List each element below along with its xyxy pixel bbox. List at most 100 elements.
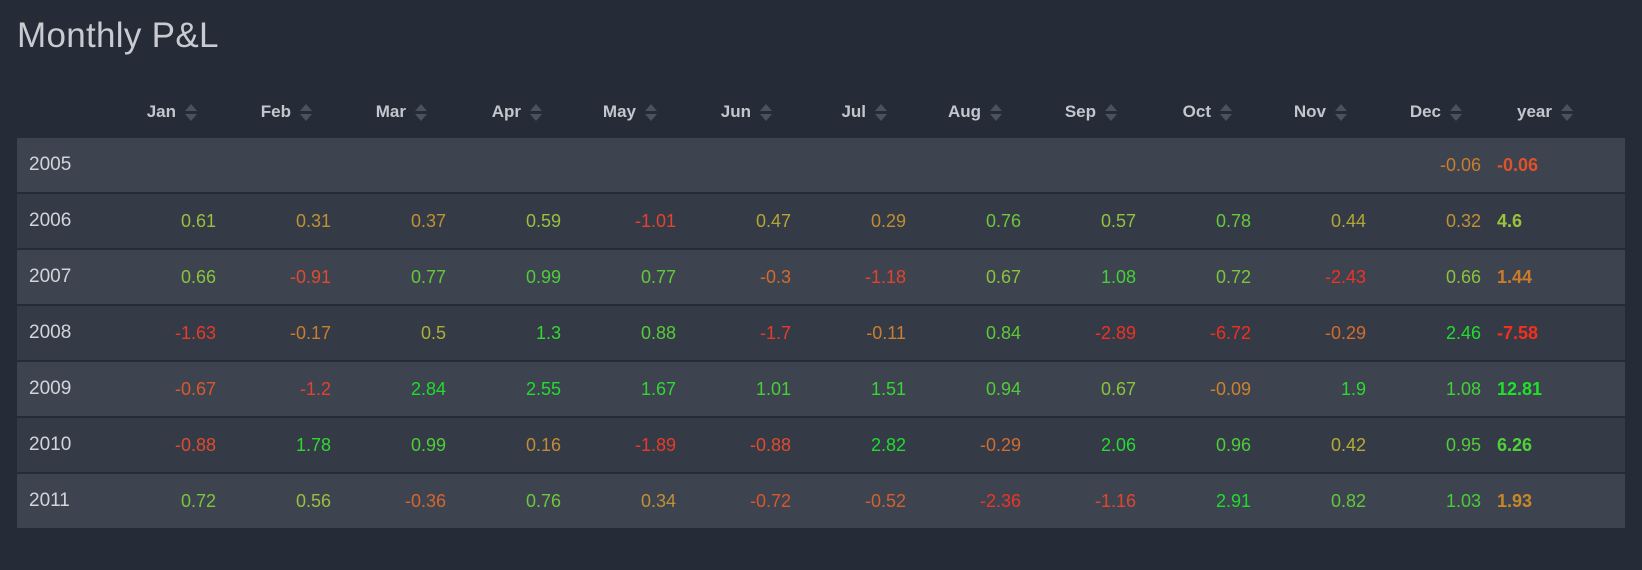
sort-icon[interactable] — [1105, 103, 1117, 121]
column-header-year[interactable]: year — [1497, 88, 1625, 136]
pnl-value-sep — [1037, 138, 1152, 192]
table-row-2009: 2009 -0.67 -1.2 2.84 2.55 1.67 1.01 1.51 0.94 0.6… — [17, 362, 1625, 416]
pnl-value-feb: 0.56 — [232, 474, 347, 528]
column-header-label: Aug — [947, 102, 981, 121]
sort-descending-caret-icon — [990, 113, 1002, 121]
pnl-value-jan: 0.66 — [117, 250, 232, 304]
sort-icon[interactable] — [415, 103, 427, 121]
pnl-value-mar: 0.99 — [347, 418, 462, 472]
column-header-label: Sep — [1064, 102, 1096, 121]
pnl-value-apr: 1.3 — [462, 306, 577, 360]
column-header-dec[interactable]: Dec — [1382, 88, 1497, 136]
column-header-feb[interactable]: Feb — [232, 88, 347, 136]
column-header-may[interactable]: May — [577, 88, 692, 136]
sort-descending-caret-icon — [1335, 113, 1347, 121]
pnl-value-jul: 2.82 — [807, 418, 922, 472]
sort-descending-caret-icon — [1220, 113, 1232, 121]
sort-icon[interactable] — [300, 103, 312, 121]
pnl-value-dec: 0.95 — [1382, 418, 1497, 472]
pnl-value-jul: -0.52 — [807, 474, 922, 528]
pnl-value-oct — [1152, 138, 1267, 192]
pnl-value-dec: 2.46 — [1382, 306, 1497, 360]
sort-descending-caret-icon — [875, 113, 887, 121]
pnl-value-jan — [117, 138, 232, 192]
sort-ascending-caret-icon — [300, 103, 312, 111]
sort-icon[interactable] — [185, 103, 197, 121]
column-header-label: Mar — [375, 102, 406, 121]
sort-descending-caret-icon — [1450, 113, 1462, 121]
pnl-value-apr: 0.99 — [462, 250, 577, 304]
column-header-jun[interactable]: Jun — [692, 88, 807, 136]
year-total-value: 6.26 — [1497, 418, 1625, 472]
pnl-value-feb: 0.31 — [232, 194, 347, 248]
sort-icon[interactable] — [1220, 103, 1232, 121]
sort-icon[interactable] — [1335, 103, 1347, 121]
pnl-value-oct: 0.96 — [1152, 418, 1267, 472]
row-year-label: 2006 — [17, 194, 117, 248]
pnl-value-jul: -1.18 — [807, 250, 922, 304]
sort-descending-caret-icon — [415, 113, 427, 121]
sort-ascending-caret-icon — [1335, 103, 1347, 111]
row-year-label: 2011 — [17, 474, 117, 528]
sort-descending-caret-icon — [185, 113, 197, 121]
pnl-value-nov: -2.43 — [1267, 250, 1382, 304]
pnl-value-aug: -0.29 — [922, 418, 1037, 472]
year-column-corner-header — [17, 88, 117, 136]
column-header-jul[interactable]: Jul — [807, 88, 922, 136]
row-year-label: 2010 — [17, 418, 117, 472]
pnl-value-may — [577, 138, 692, 192]
pnl-value-aug: 0.94 — [922, 362, 1037, 416]
table-row-2006: 2006 0.61 0.31 0.37 0.59 -1.01 0.47 0.29 0.76 0.5… — [17, 194, 1625, 248]
pnl-value-jan: -1.63 — [117, 306, 232, 360]
pnl-value-may: 0.77 — [577, 250, 692, 304]
pnl-value-feb: -0.91 — [232, 250, 347, 304]
sort-icon[interactable] — [990, 103, 1002, 121]
column-header-jan[interactable]: Jan — [117, 88, 232, 136]
column-header-label: Nov — [1293, 102, 1326, 121]
pnl-value-apr: 0.76 — [462, 474, 577, 528]
pnl-value-jun: -0.88 — [692, 418, 807, 472]
sort-icon[interactable] — [1450, 103, 1462, 121]
pnl-value-may: -1.89 — [577, 418, 692, 472]
column-header-aug[interactable]: Aug — [922, 88, 1037, 136]
pnl-value-aug: 0.84 — [922, 306, 1037, 360]
sort-descending-caret-icon — [1561, 113, 1573, 121]
pnl-value-nov: 0.42 — [1267, 418, 1382, 472]
pnl-value-dec: 1.03 — [1382, 474, 1497, 528]
column-header-label: Feb — [260, 102, 291, 121]
column-header-mar[interactable]: Mar — [347, 88, 462, 136]
pnl-value-oct: 2.91 — [1152, 474, 1267, 528]
pnl-value-jan: 0.61 — [117, 194, 232, 248]
pnl-value-feb: -1.2 — [232, 362, 347, 416]
pnl-value-sep: 0.57 — [1037, 194, 1152, 248]
table-body: 2005 -0.06 -0.06 2006 0.61 0.31 0.37 0.59 -1.01 0… — [17, 138, 1625, 528]
pnl-value-jul: 1.51 — [807, 362, 922, 416]
column-header-nov[interactable]: Nov — [1267, 88, 1382, 136]
column-header-sep[interactable]: Sep — [1037, 88, 1152, 136]
pnl-value-sep: 0.67 — [1037, 362, 1152, 416]
sort-icon[interactable] — [760, 103, 772, 121]
sort-ascending-caret-icon — [185, 103, 197, 111]
sort-icon[interactable] — [530, 103, 542, 121]
sort-ascending-caret-icon — [1220, 103, 1232, 111]
column-header-oct[interactable]: Oct — [1152, 88, 1267, 136]
pnl-value-mar: 0.77 — [347, 250, 462, 304]
column-header-apr[interactable]: Apr — [462, 88, 577, 136]
pnl-value-jul — [807, 138, 922, 192]
pnl-value-dec: 0.66 — [1382, 250, 1497, 304]
sort-descending-caret-icon — [760, 113, 772, 121]
pnl-value-sep: -1.16 — [1037, 474, 1152, 528]
column-header-label: May — [602, 102, 636, 121]
sort-icon[interactable] — [1561, 103, 1573, 121]
pnl-value-nov: 0.44 — [1267, 194, 1382, 248]
header-row: Jan Feb Mar Apr May Jun Jul Aug Sep Oct Nov Dec year — [17, 88, 1625, 136]
pnl-value-may: 1.67 — [577, 362, 692, 416]
pnl-value-aug: 0.76 — [922, 194, 1037, 248]
sort-icon[interactable] — [875, 103, 887, 121]
pnl-value-apr — [462, 138, 577, 192]
sort-descending-caret-icon — [300, 113, 312, 121]
sort-icon[interactable] — [645, 103, 657, 121]
year-total-value: -7.58 — [1497, 306, 1625, 360]
sort-ascending-caret-icon — [645, 103, 657, 111]
